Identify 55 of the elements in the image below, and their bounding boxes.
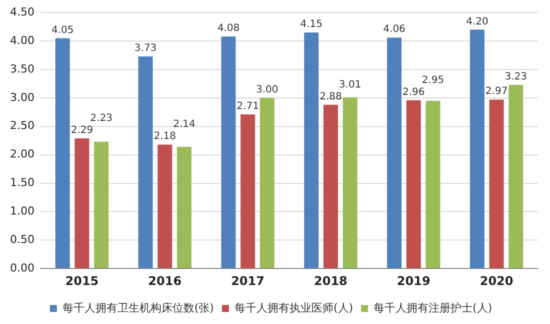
bar — [74, 138, 90, 268]
y-tick-label: 2.00 — [10, 148, 34, 161]
bar — [426, 100, 440, 268]
legend-label: 每千人拥有卫生机构床位数(张) — [62, 301, 214, 314]
y-tick-label: 3.50 — [10, 62, 34, 76]
y-tick-label: 2.50 — [10, 119, 34, 132]
bar — [55, 38, 70, 268]
bar — [406, 100, 421, 268]
legend-label: 每千人拥有注册护士(人) — [374, 301, 492, 314]
x-tick-label: 2020 — [480, 274, 514, 288]
data-label: 2.71 — [236, 101, 259, 112]
y-tick-label: 4.50 — [10, 5, 34, 18]
data-label: 3.00 — [256, 84, 278, 96]
x-tick-label: 2017 — [231, 274, 264, 288]
bar — [470, 30, 484, 268]
bar — [158, 144, 172, 268]
data-label: 2.14 — [173, 119, 196, 130]
bar — [240, 114, 256, 268]
bar — [221, 36, 236, 268]
data-label: 4.15 — [300, 19, 322, 30]
bar — [508, 84, 524, 268]
bar — [387, 38, 402, 268]
data-label: 3.01 — [338, 79, 362, 90]
data-label: 3.23 — [504, 71, 528, 82]
data-label: 3.73 — [134, 43, 157, 54]
y-tick-label: 0.00 — [10, 261, 34, 274]
x-tick-label: 2015 — [65, 274, 99, 288]
data-label: 2.96 — [402, 86, 425, 98]
bar — [176, 146, 192, 268]
bar — [138, 56, 153, 268]
bar — [260, 98, 274, 268]
bar — [94, 142, 109, 268]
y-tick-label: 1.50 — [10, 176, 34, 190]
data-label: 4.08 — [217, 23, 240, 34]
x-tick-label: 2019 — [396, 274, 430, 288]
data-label: 2.88 — [320, 91, 342, 102]
bar — [304, 32, 319, 268]
y-tick-label: 3.00 — [10, 90, 34, 104]
x-tick-label: 2016 — [148, 274, 182, 288]
data-label: 2.95 — [422, 74, 444, 86]
x-tick-label: 2018 — [314, 274, 348, 288]
bar — [342, 97, 358, 268]
bar — [489, 100, 504, 268]
data-label: 4.20 — [466, 16, 488, 28]
data-label: 4.06 — [383, 24, 406, 36]
data-label: 2.23 — [90, 112, 112, 124]
data-label: 2.97 — [485, 86, 508, 98]
data-label: 2.18 — [154, 131, 176, 142]
data-label: 2.29 — [70, 124, 94, 136]
y-tick-label: 1.00 — [10, 204, 34, 218]
data-label: 4.05 — [51, 24, 74, 36]
bar — [323, 104, 338, 268]
y-tick-label: 4.00 — [10, 34, 34, 47]
y-tick-label: 0.50 — [10, 233, 34, 246]
legend-label: 每千人拥有执业医师(人) — [234, 301, 354, 314]
